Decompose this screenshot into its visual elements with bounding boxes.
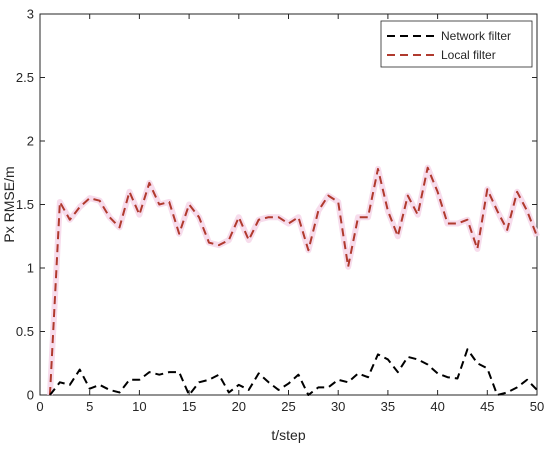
- series-line-local-filter: [48, 166, 538, 396]
- legend-label-network-filter: Network filter: [441, 29, 511, 43]
- legend-box: [380, 20, 533, 68]
- legend-label-local-filter: Local filter: [441, 48, 496, 62]
- x-axis: 0 5 10 15 20 25 30 35 40 45 50: [36, 14, 544, 414]
- y-tick-label: 1: [27, 261, 34, 276]
- x-tick-label: 15: [182, 399, 196, 414]
- x-tick-label: 30: [331, 399, 345, 414]
- x-tick-label: 25: [281, 399, 295, 414]
- y-tick-label: 1.5: [16, 197, 34, 212]
- x-tick-label: 10: [132, 399, 146, 414]
- plot-area: [39, 13, 538, 396]
- x-tick-label: 20: [232, 399, 246, 414]
- x-tick-label: 45: [480, 399, 494, 414]
- y-tick-label: 0: [27, 388, 34, 403]
- y-axis-label: Px RMSE/m: [1, 166, 17, 242]
- x-tick-label: 50: [530, 399, 544, 414]
- series-layer: [46, 164, 540, 396]
- x-tick-label: 35: [381, 399, 395, 414]
- series-line-network-filter: [49, 348, 538, 396]
- y-tick-label: 2: [27, 134, 34, 149]
- legend: Network filter Local filter: [380, 20, 533, 68]
- y-tick-label: 0.5: [16, 324, 34, 339]
- x-tick-label: 0: [36, 399, 43, 414]
- y-tick-label: 2.5: [16, 70, 34, 85]
- x-tick-label: 40: [430, 399, 444, 414]
- y-tick-label: 3: [27, 7, 34, 22]
- y-axis: 0 0.5 1 1.5 2 2.5 3: [16, 7, 537, 403]
- x-axis-label: t/step: [271, 427, 305, 443]
- x-tick-label: 5: [86, 399, 93, 414]
